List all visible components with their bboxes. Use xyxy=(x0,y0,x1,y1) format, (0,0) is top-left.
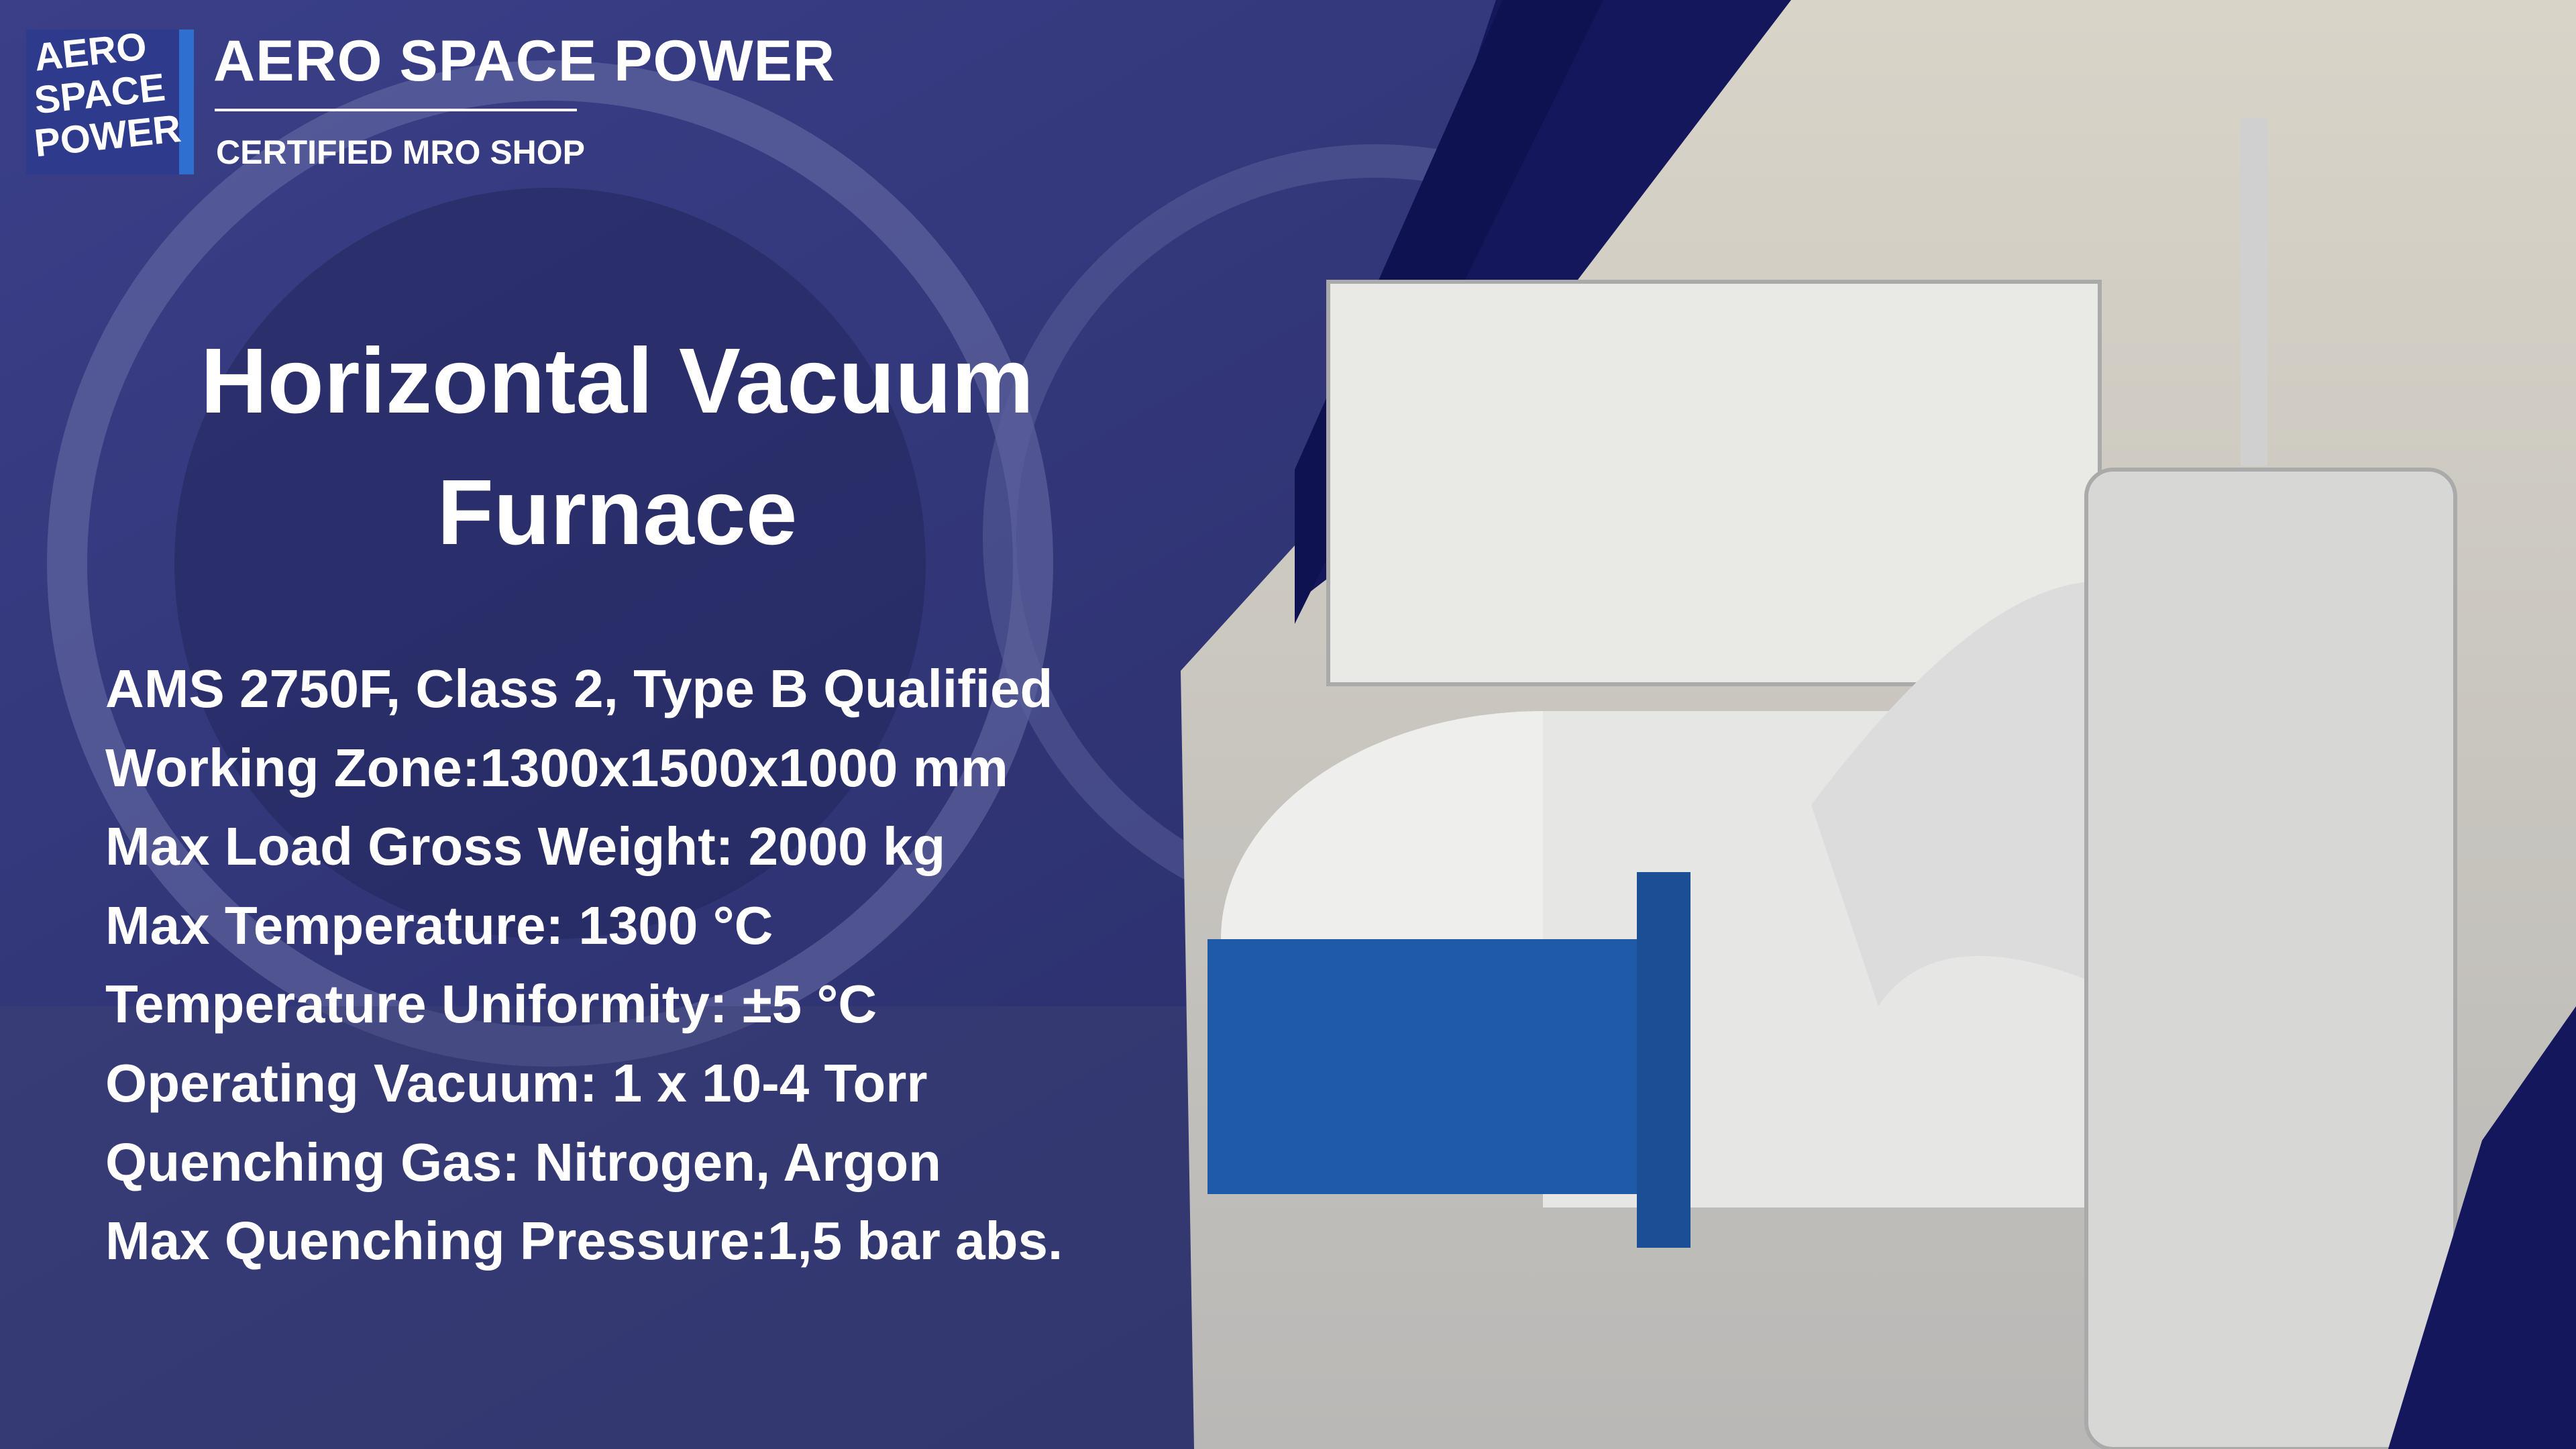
page-body: AERO SPACE POWER AERO SPACE POWER CERTIF… xyxy=(0,0,2576,1449)
blue-box xyxy=(1208,939,1690,1194)
tower xyxy=(2086,470,2455,1449)
cabinet xyxy=(1328,282,2100,684)
spec-item: Working Zone:1300x1500x1000 mm xyxy=(105,729,1063,808)
spec-item: Max Load Gross Weight: 2000 kg xyxy=(105,807,1063,886)
logo: AERO SPACE POWER xyxy=(26,30,194,174)
spec-item: Max Quenching Pressure:1,5 bar abs. xyxy=(105,1201,1063,1281)
spec-item: Max Temperature: 1300 °C xyxy=(105,886,1063,965)
blue-pipe xyxy=(1637,872,1690,1248)
title-line: Furnace xyxy=(0,447,1234,578)
brand-name: AERO SPACE POWER xyxy=(213,28,835,95)
spec-item: Quenching Gas: Nitrogen, Argon xyxy=(105,1123,1063,1202)
title-line: Horizontal Vacuum xyxy=(0,315,1234,447)
spec-item: Temperature Uniformity: ±5 °C xyxy=(105,965,1063,1044)
tagline: CERTIFIED MRO SHOP xyxy=(216,133,585,172)
spec-item: Operating Vacuum: 1 x 10-4 Torr xyxy=(105,1044,1063,1123)
spec-item: AMS 2750F, Class 2, Type B Qualified xyxy=(105,649,1063,729)
page: {"logo": {"lines": ["AERO", "SPACE", "PO… xyxy=(0,0,2576,1449)
tower-rod xyxy=(2241,117,2267,466)
title: Horizontal Vacuum Furnace xyxy=(0,315,1234,578)
divider xyxy=(215,109,577,111)
